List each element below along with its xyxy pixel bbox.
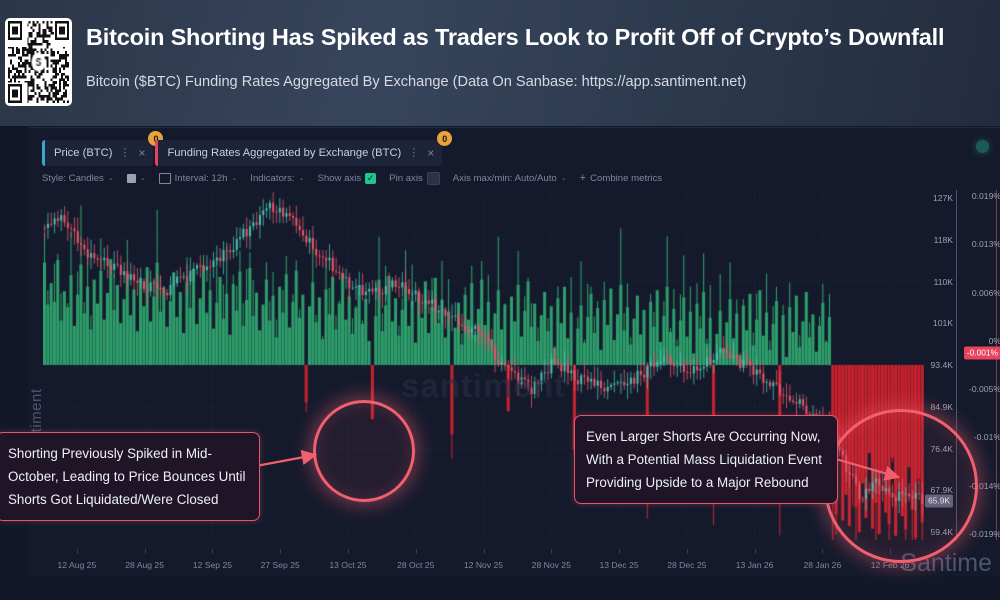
funding-tick-label: -0.019% xyxy=(968,529,1000,539)
option-axis-maxmin-label: Axis max/min: Auto/Auto xyxy=(452,172,557,184)
callout-left-line2: October, Leading to Price Bounces Until xyxy=(8,469,246,484)
option-pin-axis[interactable]: Pin axis xyxy=(389,171,440,185)
x-tick-mark xyxy=(551,549,553,554)
tab-price-btc[interactable]: Price (BTC) ⋮ × 0 xyxy=(42,131,164,166)
calendar-icon xyxy=(158,172,171,184)
callout-right-line1: Even Larger Shorts Are Occurring Now, xyxy=(586,429,821,444)
funding-axis-line xyxy=(996,190,997,540)
x-tick-mark xyxy=(686,549,688,554)
option-axis-maxmin[interactable]: Axis max/min: Auto/Auto ⌄ xyxy=(453,173,567,184)
funding-tick-label: 0.013% xyxy=(971,239,1000,250)
tab-accent-bar xyxy=(42,140,45,166)
x-tick-label: 28 Aug 25 xyxy=(125,560,164,570)
option-combine-metrics[interactable]: + Combine metrics xyxy=(580,172,662,184)
tab-close-icon[interactable]: × xyxy=(427,146,435,160)
x-tick-mark xyxy=(144,549,146,554)
x-tick-mark xyxy=(280,549,282,554)
x-tick-mark xyxy=(822,549,824,554)
settings-icon[interactable] xyxy=(976,140,989,153)
tab-badge: 0 xyxy=(437,131,453,146)
x-tick-label: 28 Nov 25 xyxy=(531,560,571,570)
plus-icon: + xyxy=(579,172,587,184)
option-style-label: Style: Candles xyxy=(42,172,104,184)
callout-left: Shorting Previously Spiked in Mid- Octob… xyxy=(0,432,260,521)
funding-tick-label: 0.019% xyxy=(971,191,1000,201)
x-tick-mark xyxy=(754,549,756,554)
price-tick-label: 127K xyxy=(932,193,953,203)
funding-tick-label: 0.006% xyxy=(971,287,1000,298)
circle-highlight-february xyxy=(824,409,978,563)
funding-tick-label: -0.014% xyxy=(968,480,1000,491)
chevron-down-icon: ⌄ xyxy=(231,175,238,182)
checkbox-checked-icon[interactable]: ✓ xyxy=(365,172,377,184)
color-swatch-icon xyxy=(126,173,136,183)
option-show-axis-label: Show axis xyxy=(317,172,362,184)
option-show-axis[interactable]: Show axis ✓ xyxy=(317,172,377,184)
tab-menu-icon[interactable]: ⋮ xyxy=(408,147,421,159)
tab-funding-rates[interactable]: Funding Rates Aggregated by Exchange (BT… xyxy=(155,131,453,166)
chevron-down-icon: ⌄ xyxy=(139,175,146,182)
x-tick-label: 27 Sep 25 xyxy=(260,560,300,570)
x-tick-label: 28 Oct 25 xyxy=(397,560,435,570)
price-tick-label: 118K xyxy=(933,234,953,245)
callout-right-line2: With a Potential Mass Liquidation Event xyxy=(586,452,822,467)
funding-tick-label: -0.01% xyxy=(973,432,1000,443)
x-tick-label: 28 Dec 25 xyxy=(667,560,707,570)
price-tick-label: 93.4K xyxy=(930,360,953,370)
x-tick-mark xyxy=(483,549,485,554)
callout-right-line3: Providing Upside to a Major Rebound xyxy=(586,475,809,490)
option-interval-label: Interval: 12h xyxy=(174,172,228,184)
option-style[interactable]: Style: Candles ⌄ xyxy=(42,173,114,184)
x-tick-label: 28 Jan 26 xyxy=(803,560,842,570)
price-tick-label: 101K xyxy=(932,318,953,329)
x-tick-label: 13 Jan 26 xyxy=(735,560,774,570)
qr-code[interactable] xyxy=(5,18,72,106)
x-tick-mark xyxy=(415,549,417,554)
circle-highlight-mid-october xyxy=(313,400,415,502)
funding-tick-label: 0% xyxy=(988,335,1000,346)
x-tick-label: 12 Feb 26 xyxy=(870,560,910,570)
price-tick-label: 84.9K xyxy=(930,401,953,412)
callout-left-line1: Shorting Previously Spiked in Mid- xyxy=(8,446,212,461)
funding-current-badge: -0.001% xyxy=(963,346,1000,360)
x-tick-mark xyxy=(212,549,214,554)
x-tick-label: 12 Nov 25 xyxy=(463,560,504,570)
callout-left-line3: Shorts Got Liquidated/Were Closed xyxy=(8,492,219,507)
x-tick-label: 13 Oct 25 xyxy=(329,560,367,570)
checkbox-unchecked-icon[interactable] xyxy=(426,171,440,185)
option-combine-metrics-label: Combine metrics xyxy=(590,172,663,184)
metric-tabs: Price (BTC) ⋮ × 0 Funding Rates Aggregat… xyxy=(42,131,453,166)
x-tick-label: 13 Dec 25 xyxy=(599,560,639,570)
page-title: Bitcoin Shorting Has Spiked as Traders L… xyxy=(86,24,945,50)
chevron-down-icon: ⌄ xyxy=(298,175,305,182)
option-pin-axis-label: Pin axis xyxy=(389,172,423,184)
chart-options-bar: Style: Candles ⌄ ⌄ Interval: 12h ⌄ Indic… xyxy=(42,170,662,186)
tab-menu-icon[interactable]: ⋮ xyxy=(119,147,132,159)
tab-label: Funding Rates Aggregated by Exchange (BT… xyxy=(167,147,402,159)
option-color[interactable]: ⌄ xyxy=(126,173,146,183)
x-tick-mark xyxy=(347,549,349,554)
chevron-down-icon: ⌄ xyxy=(560,175,567,182)
tab-label: Price (BTC) xyxy=(54,147,113,159)
callout-right: Even Larger Shorts Are Occurring Now, Wi… xyxy=(574,415,838,504)
x-tick-label: 12 Aug 25 xyxy=(57,560,97,570)
option-interval[interactable]: Interval: 12h ⌄ xyxy=(158,172,238,184)
price-axis-line xyxy=(956,190,957,540)
tab-accent-bar xyxy=(155,140,159,166)
tab-close-icon[interactable]: × xyxy=(138,146,146,160)
x-tick-mark xyxy=(619,549,621,554)
header-banner: Bitcoin Shorting Has Spiked as Traders L… xyxy=(0,0,1000,126)
price-tick-label: 110K xyxy=(933,276,953,287)
funding-tick-label: -0.005% xyxy=(968,384,1000,395)
option-indicators[interactable]: Indicators: ⌄ xyxy=(250,173,304,184)
x-tick-label: 12 Sep 25 xyxy=(192,560,233,570)
chevron-down-icon: ⌄ xyxy=(107,175,114,182)
page-subtitle: Bitcoin ($BTC) Funding Rates Aggregated … xyxy=(86,74,747,90)
x-tick-mark xyxy=(76,549,78,554)
option-indicators-label: Indicators: xyxy=(250,172,295,184)
